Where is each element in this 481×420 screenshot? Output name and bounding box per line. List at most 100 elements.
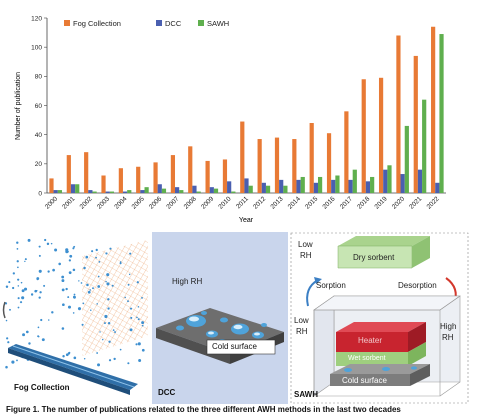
bar-dcc-2002 — [88, 190, 93, 193]
fog-droplet — [72, 247, 75, 250]
bar-sawh-2013 — [283, 185, 288, 193]
fog-droplet — [5, 365, 8, 369]
cold-plate-front — [330, 374, 410, 386]
plate-front — [156, 328, 230, 364]
fog-droplet — [37, 335, 40, 338]
bar-fog-collection-2011 — [240, 121, 245, 193]
sawh-panel: Low RH Dry sorbent Sorption Desorption L… — [290, 232, 470, 404]
fog-droplet — [82, 302, 85, 305]
fog-droplet — [107, 322, 111, 325]
fog-droplet — [83, 266, 86, 270]
fog-droplet — [20, 281, 23, 284]
fog-droplet — [141, 297, 143, 299]
fog-droplet — [65, 248, 69, 252]
y-tick-label: 20 — [35, 161, 43, 168]
fog-droplet — [38, 296, 41, 299]
fog-droplet — [114, 331, 116, 333]
bar-fog-collection-2005 — [136, 166, 141, 193]
fog-droplet — [107, 307, 110, 310]
chamber-top — [313, 295, 461, 311]
fog-droplet — [17, 285, 20, 287]
bar-fog-collection-2009 — [205, 160, 210, 193]
fog-droplet — [103, 322, 106, 325]
bar-sawh-2015 — [317, 176, 323, 193]
sawh-illustration — [290, 232, 469, 404]
x-axis-label: Year — [239, 217, 254, 224]
fog-droplet — [47, 270, 50, 273]
fog-droplet — [16, 248, 19, 250]
fog-droplet — [109, 247, 112, 250]
sawh-droplets — [344, 366, 417, 372]
x-tick-label: 2002 — [79, 195, 94, 210]
fog-droplet — [112, 329, 115, 331]
fog-droplet — [87, 290, 91, 294]
fog-droplet — [30, 293, 34, 296]
dcc-illustration — [156, 308, 284, 364]
fog-droplet — [137, 318, 140, 321]
fog-droplet — [138, 359, 142, 362]
fog-droplet — [78, 280, 80, 282]
bar-sawh-2000 — [57, 190, 62, 193]
fog-droplet — [61, 288, 65, 292]
bar-sawh-2003 — [109, 191, 115, 193]
wet-sorbent-front — [336, 352, 408, 366]
chamber-edge — [439, 295, 461, 311]
bar-fog-collection-2014 — [292, 139, 297, 193]
dcc-cold-surface-text: Cold surface — [212, 342, 257, 351]
fog-droplet — [8, 281, 11, 284]
x-tick-label: 2013 — [269, 195, 284, 210]
bar-sawh-2009 — [213, 188, 219, 193]
fog-droplet — [38, 254, 41, 257]
bar-fog-collection-2002 — [84, 152, 89, 193]
fog-droplet — [17, 297, 20, 300]
fog-droplet — [119, 262, 122, 265]
fog-droplet — [51, 311, 54, 314]
fog-droplet — [44, 238, 47, 242]
x-tick-label: 2007 — [165, 195, 180, 210]
fog-droplet — [61, 279, 65, 283]
fog-droplet — [72, 312, 75, 314]
bar-dcc-2013 — [279, 179, 284, 193]
fog-droplet — [65, 287, 68, 291]
fog-droplet — [21, 296, 25, 300]
fog-droplet — [73, 245, 76, 248]
fog-droplet — [104, 314, 108, 319]
fog-droplet — [23, 287, 28, 291]
bar-fog-collection-2004 — [118, 168, 123, 193]
y-tick-label: 100 — [31, 44, 42, 51]
fog-droplet — [97, 285, 101, 288]
bar-sawh-2006 — [161, 188, 167, 193]
x-tick-label: 2008 — [183, 195, 198, 210]
bar-fog-collection-2003 — [101, 175, 106, 193]
fog-droplet — [119, 348, 122, 351]
fog-droplet — [21, 289, 25, 293]
dry-sorbent-top — [338, 236, 430, 246]
fog-droplet — [27, 238, 31, 242]
x-tick-label: 2020 — [391, 195, 406, 210]
publication-bar-chart: 0 20 40 60 80 100 120 2000 2001 2002 2003 2004 2005… — [15, 15, 446, 224]
fog-droplet — [107, 298, 110, 301]
fog-droplet — [9, 308, 11, 311]
fog-droplet — [50, 242, 53, 245]
sawh-dashed-frame — [290, 232, 469, 404]
bar-sawh-2012 — [265, 185, 271, 193]
x-tick-group: 2000 2001 2002 2003 2004 2005 2006 2007 2008 2009… — [44, 195, 441, 210]
fog-droplet — [54, 248, 58, 252]
fog-droplet — [68, 271, 72, 275]
bar-sawh-2018 — [370, 176, 375, 193]
bar-dcc-2022 — [435, 182, 440, 193]
x-tick-label: 2011 — [235, 195, 250, 210]
fog-droplet — [95, 256, 97, 259]
bar-sawh-2002 — [92, 191, 97, 193]
x-tick-label: 2005 — [131, 195, 146, 210]
bar-sawh-2010 — [231, 191, 236, 193]
dry-sorbent-side — [412, 236, 430, 268]
bar-dcc-2005 — [140, 190, 145, 193]
fog-collection-label: Fog Collection — [14, 383, 70, 392]
bar-dcc-2009 — [209, 187, 214, 193]
fog-droplet — [16, 359, 18, 362]
fog-droplet — [95, 248, 98, 252]
fog-droplet — [68, 259, 71, 262]
bar-fog-collection-2019 — [378, 77, 384, 193]
bar-sawh-2014 — [300, 176, 305, 193]
